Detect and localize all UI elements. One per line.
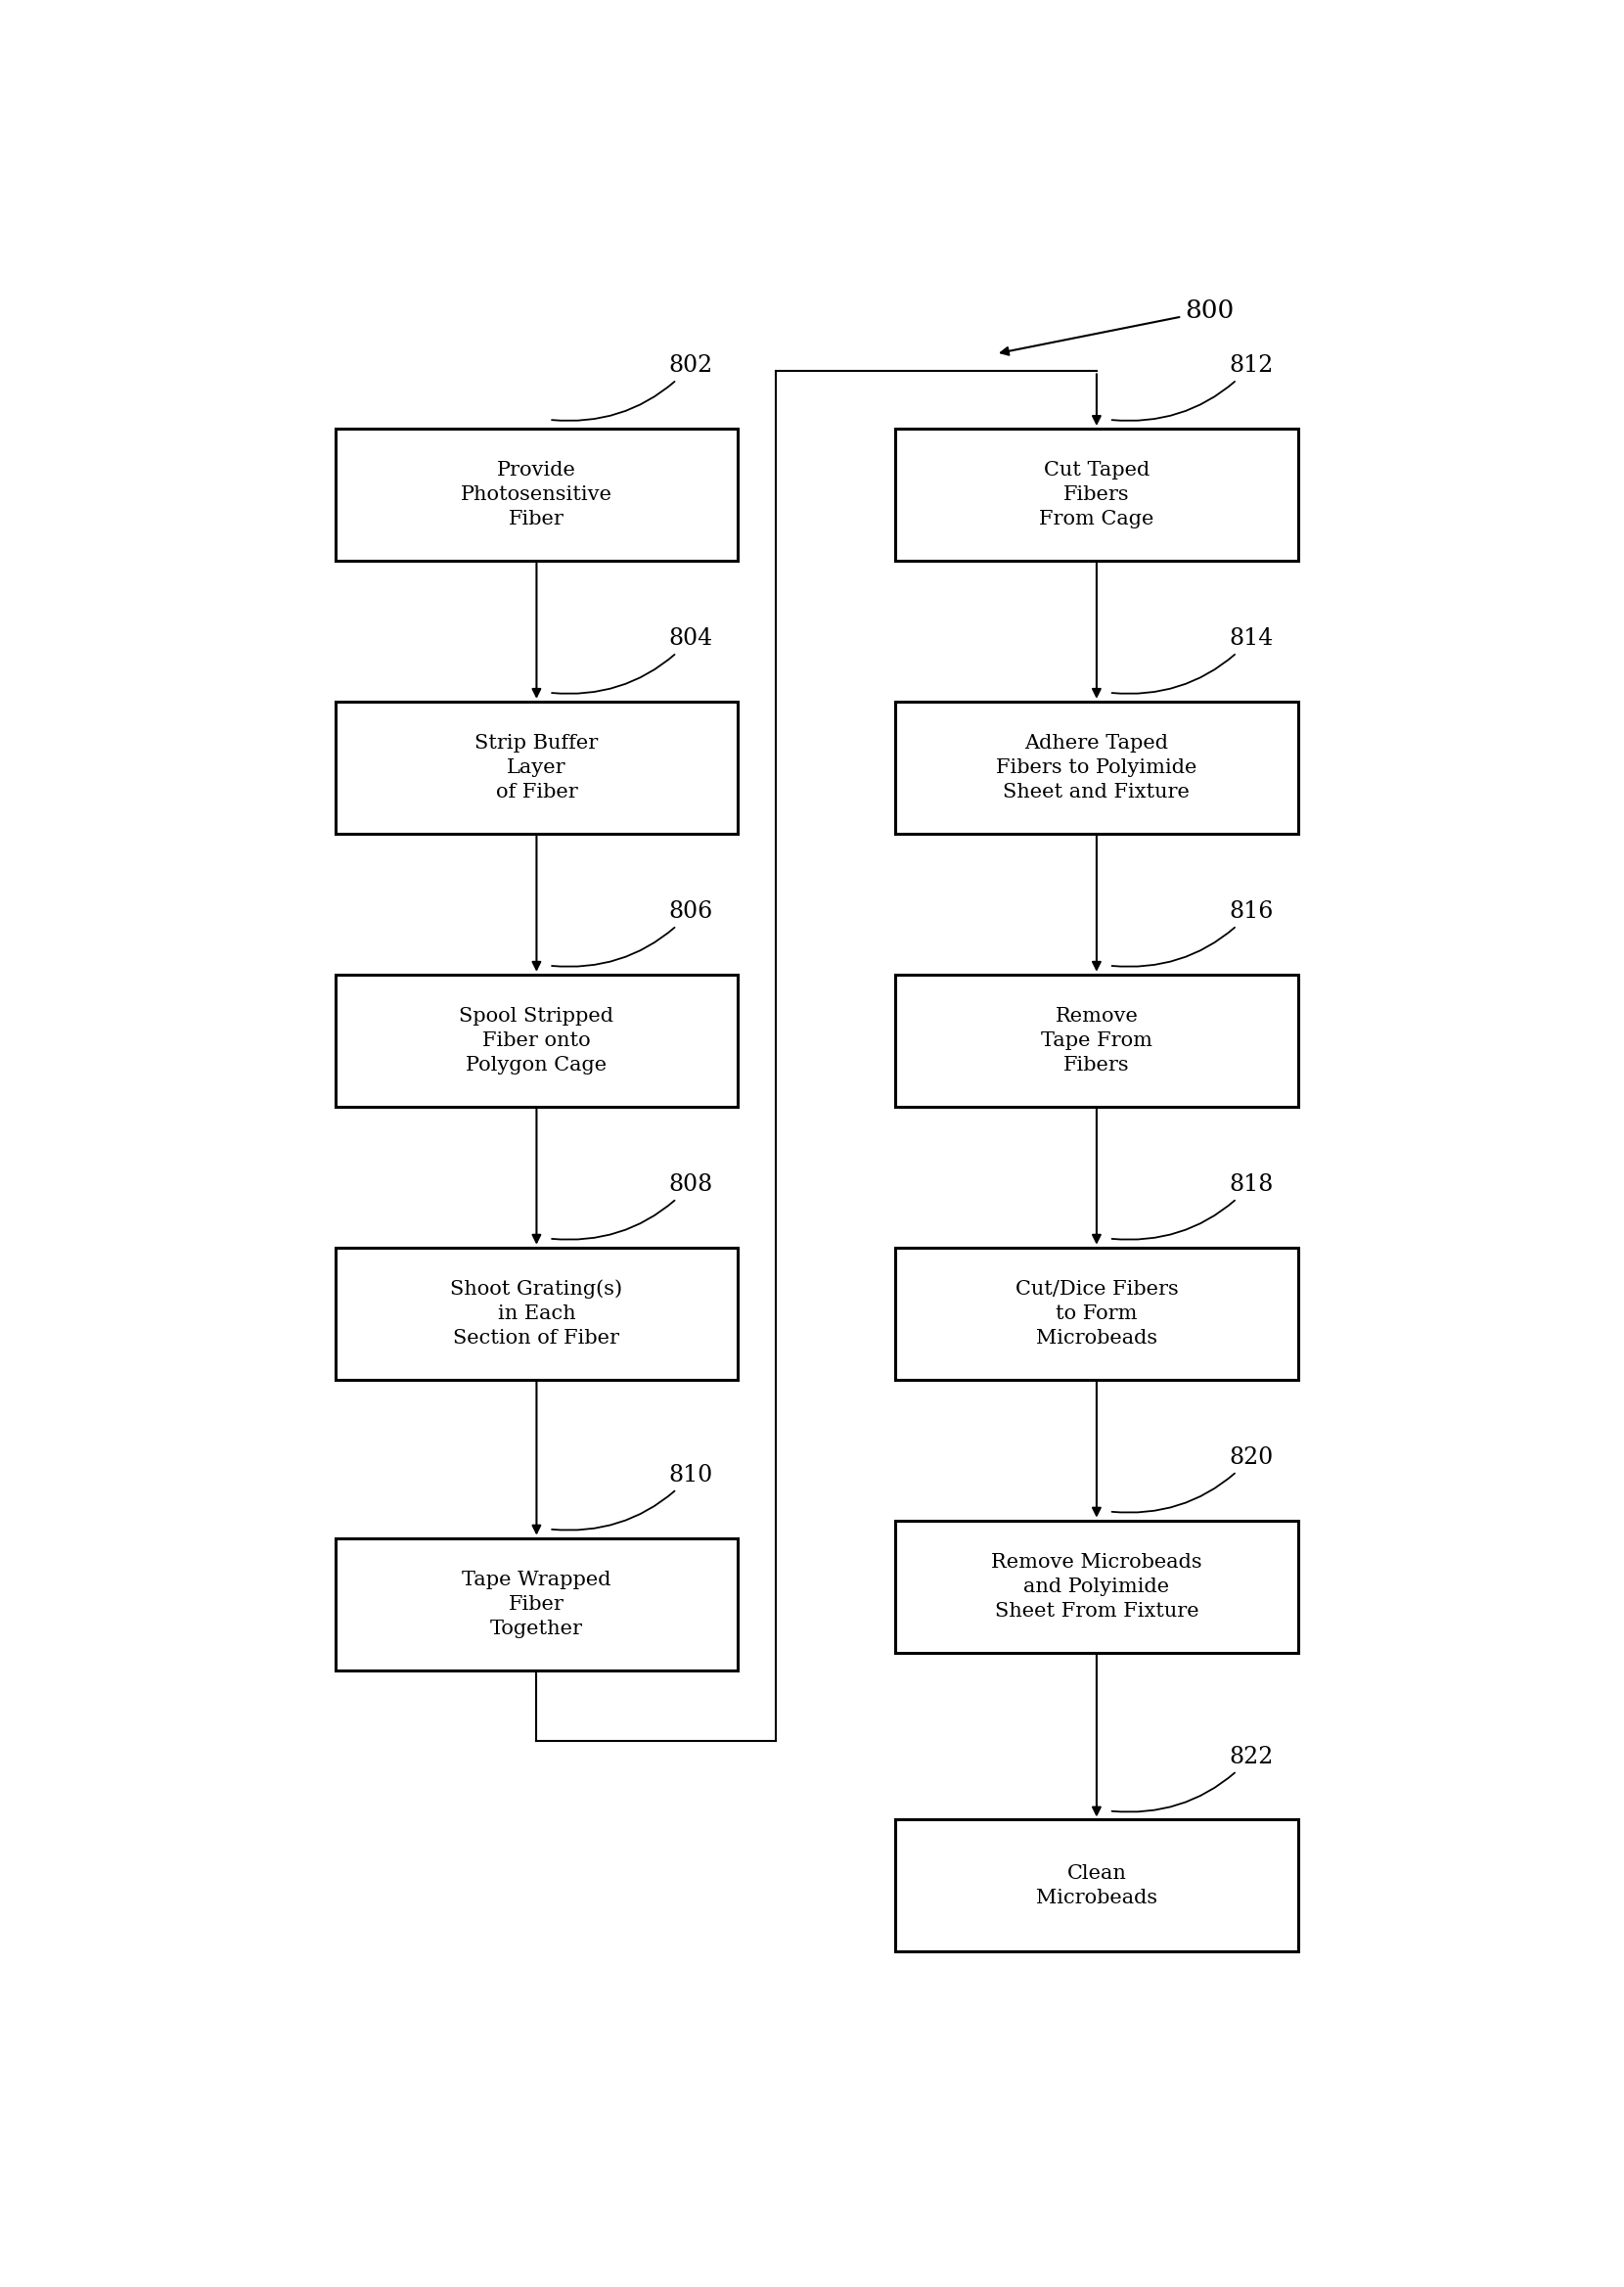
Text: Spool Stripped
Fiber onto
Polygon Cage: Spool Stripped Fiber onto Polygon Cage: [460, 1006, 614, 1075]
Bar: [895, 1246, 1298, 1379]
Bar: [895, 1820, 1298, 1951]
Text: Cut Taped
Fibers
From Cage: Cut Taped Fibers From Cage: [1039, 460, 1155, 528]
Bar: [335, 702, 737, 832]
Text: 818: 818: [1112, 1173, 1273, 1240]
Text: 816: 816: [1112, 901, 1273, 967]
Bar: [335, 428, 737, 560]
Text: Shoot Grating(s)
in Each
Section of Fiber: Shoot Grating(s) in Each Section of Fibe…: [450, 1278, 622, 1347]
Text: 808: 808: [552, 1173, 713, 1240]
Bar: [335, 1537, 737, 1670]
Text: Tape Wrapped
Fiber
Together: Tape Wrapped Fiber Together: [461, 1571, 611, 1637]
Text: 814: 814: [1112, 627, 1273, 693]
Text: 802: 802: [552, 354, 713, 421]
Text: 822: 822: [1112, 1745, 1273, 1811]
Text: Adhere Taped
Fibers to Polyimide
Sheet and Fixture: Adhere Taped Fibers to Polyimide Sheet a…: [996, 734, 1197, 800]
Text: 804: 804: [552, 627, 713, 693]
Text: Clean
Microbeads: Clean Microbeads: [1036, 1864, 1158, 1907]
Text: 820: 820: [1112, 1445, 1273, 1512]
Bar: [335, 1246, 737, 1379]
Bar: [895, 428, 1298, 560]
Text: Cut/Dice Fibers
to Form
Microbeads: Cut/Dice Fibers to Form Microbeads: [1015, 1281, 1177, 1347]
Text: Remove
Tape From
Fibers: Remove Tape From Fibers: [1041, 1006, 1153, 1075]
Text: 812: 812: [1112, 354, 1273, 421]
Text: Provide
Photosensitive
Fiber: Provide Photosensitive Fiber: [461, 460, 612, 528]
Text: Remove Microbeads
and Polyimide
Sheet From Fixture: Remove Microbeads and Polyimide Sheet Fr…: [991, 1553, 1202, 1619]
Bar: [895, 974, 1298, 1107]
Text: Strip Buffer
Layer
of Fiber: Strip Buffer Layer of Fiber: [474, 734, 598, 800]
Bar: [895, 702, 1298, 832]
Text: 800: 800: [1000, 300, 1234, 354]
Text: 806: 806: [552, 901, 713, 967]
Text: 810: 810: [552, 1464, 713, 1530]
Bar: [335, 974, 737, 1107]
Bar: [895, 1521, 1298, 1654]
